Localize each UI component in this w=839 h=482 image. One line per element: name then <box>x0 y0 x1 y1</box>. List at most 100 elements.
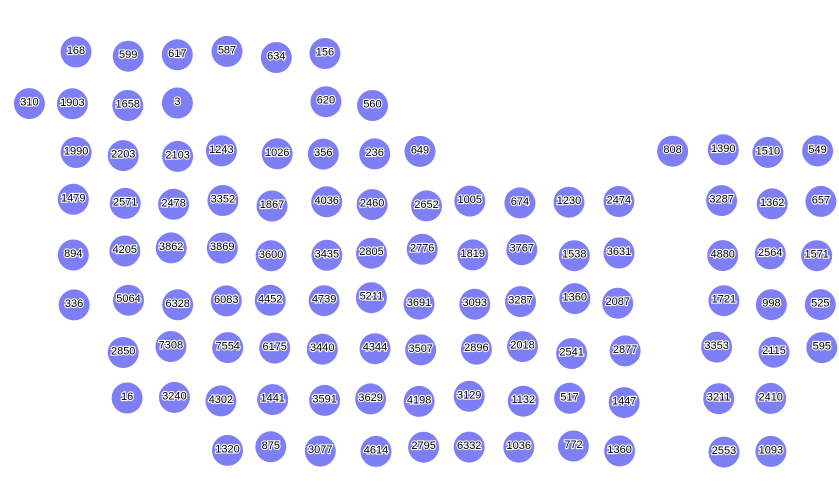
bubble-circle <box>254 284 286 316</box>
bubble-circle <box>162 140 194 172</box>
bubble-356: 356 <box>307 138 339 170</box>
bubble-5064: 5064 <box>113 284 144 316</box>
bubble-3: 3 <box>161 87 193 119</box>
bubble-4302: 4302 <box>205 385 237 417</box>
bubble-circle <box>212 434 243 466</box>
bubble-label: 2203 <box>111 149 135 161</box>
bubble-circle <box>405 334 437 366</box>
bubble-1867: 1867 <box>256 190 288 222</box>
bubble-label: 4198 <box>407 394 431 406</box>
bubble-circle <box>310 86 342 118</box>
bubble-label: 2805 <box>359 246 383 258</box>
bubble-4880: 4880 <box>707 240 739 272</box>
bubble-2410: 2410 <box>755 382 787 414</box>
bubble-168: 168 <box>60 36 92 68</box>
bubble-label: 5064 <box>116 293 140 305</box>
bubble-label: 2877 <box>613 344 637 356</box>
bubble-label: 599 <box>119 49 137 61</box>
bubble-circle <box>403 288 435 320</box>
bubble-circle <box>608 387 640 419</box>
bubble-circle <box>158 381 190 413</box>
bubble-circle <box>311 186 343 218</box>
bubble-label: 634 <box>267 51 285 63</box>
bubble-circle <box>304 435 336 467</box>
bubble-circle <box>758 336 790 368</box>
bubble-4614: 4614 <box>360 435 392 467</box>
bubble-336: 336 <box>58 289 90 321</box>
bubble-label: 649 <box>411 144 429 156</box>
bubble-circle <box>707 240 739 272</box>
bubble-label: 2850 <box>111 346 135 358</box>
bubble-circle <box>161 87 193 119</box>
bubble-2553: 2553 <box>708 436 740 468</box>
bubble-6332: 6332 <box>453 431 485 463</box>
bubble-599: 599 <box>112 40 144 72</box>
bubble-circle <box>162 289 194 321</box>
bubble-2018: 2018 <box>507 331 538 363</box>
bubble-circle <box>507 331 538 363</box>
bubble-label: 2652 <box>414 199 438 211</box>
bubble-circle <box>261 138 293 170</box>
bubble-label: 894 <box>64 248 82 260</box>
bubble-3287: 3287 <box>505 286 536 318</box>
bubble-label: 1320 <box>215 443 239 455</box>
bubble-circle <box>60 137 92 168</box>
bubble-circle <box>754 238 786 270</box>
bubble-label: 3767 <box>510 243 534 255</box>
bubble-label: 617 <box>168 48 186 60</box>
bubble-circle <box>112 40 144 72</box>
bubble-circle <box>210 285 242 317</box>
bubble-label: 2553 <box>712 445 736 457</box>
bubble-circle <box>603 237 635 269</box>
bubble-circle <box>756 188 788 220</box>
bubble-label: 3093 <box>463 297 487 309</box>
bubble-circle <box>706 185 738 217</box>
bubble-1230: 1230 <box>553 186 585 218</box>
bubble-circle <box>356 237 387 269</box>
bubble-circle <box>307 138 339 170</box>
bubble-1362: 1362 <box>756 188 788 220</box>
bubble-label: 2776 <box>410 242 434 254</box>
bubble-3129: 3129 <box>453 380 485 412</box>
bubble-circle <box>460 333 492 365</box>
bubble-1571: 1571 <box>801 240 833 272</box>
bubble-label: 3869 <box>210 241 234 253</box>
bubble-circle <box>802 135 834 167</box>
bubble-label: 1132 <box>511 394 535 406</box>
bubble-3767: 3767 <box>506 234 538 266</box>
bubble-1658: 1658 <box>112 90 144 121</box>
bubble-label: 657 <box>812 194 830 206</box>
bubble-label: 1990 <box>64 146 88 158</box>
bubble-circle <box>109 235 141 267</box>
bubble-circle <box>602 287 634 319</box>
bubble-label: 1093 <box>759 444 783 456</box>
bubble-label: 2115 <box>762 345 786 357</box>
bubble-3440: 3440 <box>306 333 338 365</box>
bubble-circle <box>805 185 837 217</box>
bubble-circle <box>308 285 340 317</box>
bubble-label: 3435 <box>315 248 339 260</box>
bubble-label: 310 <box>20 97 38 109</box>
bubble-label: 2571 <box>113 196 137 208</box>
bubble-label: 6083 <box>214 294 238 306</box>
bubble-1510: 1510 <box>752 136 784 168</box>
bubble-3691: 3691 <box>403 288 435 320</box>
bubble-label: 1005 <box>458 194 482 206</box>
bubble-circle <box>505 286 536 318</box>
bubble-6083: 6083 <box>210 285 242 317</box>
bubble-label: 5211 <box>360 291 384 303</box>
bubble-634: 634 <box>260 42 292 73</box>
bubble-595: 595 <box>806 332 838 364</box>
bubble-label: 998 <box>762 298 780 310</box>
bubble-1903: 1903 <box>56 88 88 120</box>
bubble-4198: 4198 <box>403 385 435 417</box>
bubble-6175: 6175 <box>259 332 291 364</box>
bubble-circle <box>557 430 589 462</box>
bubble-label: 1658 <box>116 99 140 111</box>
bubble-label: 2795 <box>411 440 435 452</box>
bubble-3352: 3352 <box>207 185 239 216</box>
bubble-label: 2478 <box>161 197 185 209</box>
bubble-2652: 2652 <box>411 190 442 222</box>
bubble-3077: 3077 <box>304 435 336 467</box>
bubble-label: 620 <box>317 95 335 107</box>
